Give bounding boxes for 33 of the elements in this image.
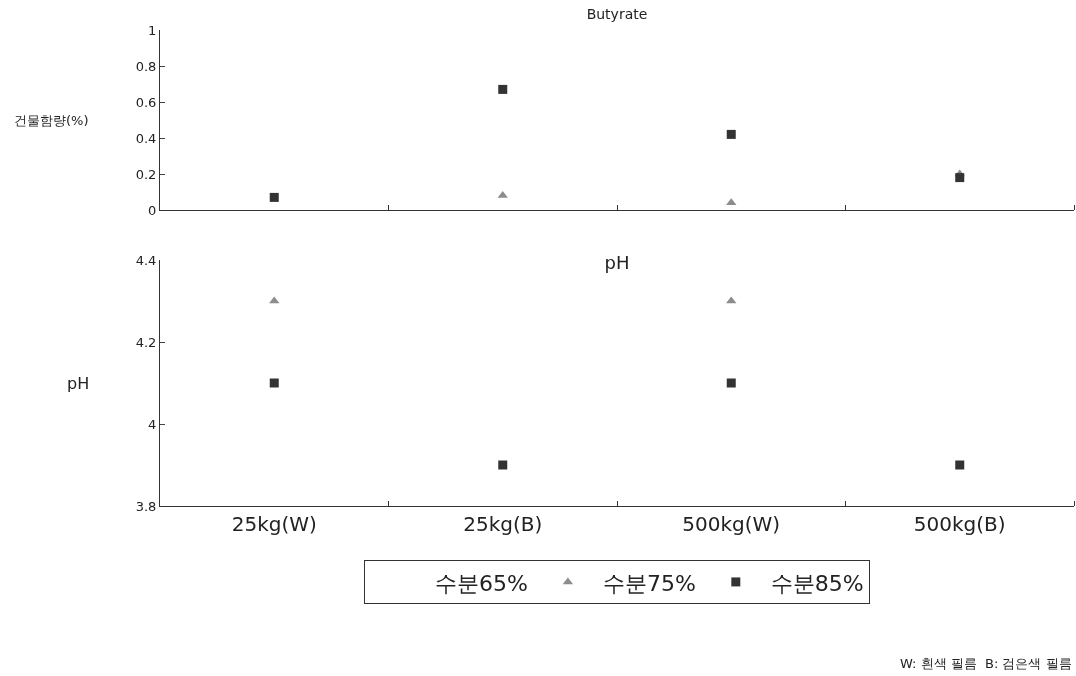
y-tick-label: 4.2 (135, 334, 157, 350)
legend-label: 수분75% (602, 570, 696, 596)
y-tick-label: 0.6 (135, 94, 157, 110)
chart-title: Butyrate (586, 6, 648, 22)
chart-title: pH (604, 252, 630, 274)
y-tick-label: 0.4 (135, 130, 157, 146)
y-tick-label: 3.8 (135, 498, 157, 514)
point (269, 378, 279, 388)
text: W: 흰색 필름 B: 검은색 필름 (900, 656, 1072, 671)
point (498, 84, 508, 94)
point (955, 460, 965, 470)
y-tick-label: 4.4 (135, 252, 157, 268)
x-tick-label: 500kg(B) (913, 512, 1006, 536)
y-tick-label: 0.8 (135, 58, 157, 74)
point (726, 129, 736, 139)
x-tick-label: 500kg(W) (682, 512, 781, 536)
x-tick-label: 25kg(W) (231, 512, 317, 536)
y-tick-label: 0.2 (135, 166, 157, 182)
point (269, 296, 280, 304)
x-tick-label: 25kg(B) (463, 512, 543, 536)
point (726, 296, 737, 304)
legend-label: 수분85% (770, 570, 864, 596)
y-tick-label: 1 (148, 22, 157, 38)
y-tick-label: 0 (148, 202, 157, 218)
y-tick-label: 4 (148, 416, 157, 432)
y-axis-title: 건물함량(%) (14, 113, 89, 128)
point (269, 192, 279, 202)
point (726, 198, 737, 206)
y-axis-title: pH (67, 374, 90, 393)
point (955, 173, 965, 183)
text: 수분65% (435, 570, 528, 596)
point (498, 460, 508, 470)
point (726, 378, 736, 388)
